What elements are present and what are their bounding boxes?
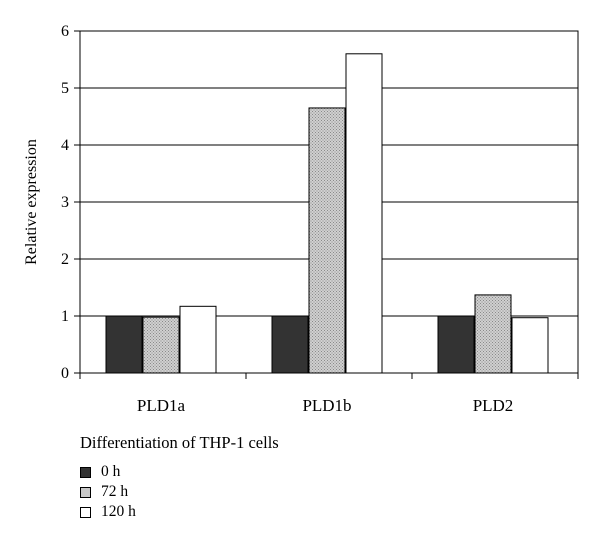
y-tick-labels: 0 1 2 3 4 5 6 — [61, 23, 69, 382]
legend-swatch — [80, 466, 91, 478]
x-category-label: PLD2 — [473, 396, 514, 415]
legend-item: 0 h — [80, 462, 136, 482]
bar-pld2-72h — [474, 294, 512, 374]
y-tick-label: 0 — [61, 365, 69, 382]
legend-label: 0 h — [101, 463, 121, 480]
bar-pld1a-72h — [142, 316, 180, 374]
bar-pld1b-72h — [308, 107, 346, 374]
bar-pld1a-0h — [105, 315, 143, 374]
y-tick-label: 1 — [61, 308, 69, 325]
bars — [105, 53, 549, 374]
legend-swatch — [80, 486, 91, 498]
legend-item: 120 h — [80, 502, 136, 522]
bar-pld1a-120h — [179, 305, 217, 374]
legend-title: Differentiation of THP-1 cells — [80, 433, 279, 452]
x-category-labels: PLD1a PLD1b PLD2 — [137, 396, 513, 415]
legend: 0 h 72 h 120 h — [80, 462, 136, 522]
bar-pld1b-0h — [271, 315, 309, 374]
bar-pld2-0h — [437, 315, 475, 374]
x-category-label: PLD1a — [137, 396, 186, 415]
x-category-label: PLD1b — [302, 396, 351, 415]
bar-pld1b-120h — [345, 53, 383, 374]
legend-label: 72 h — [101, 483, 129, 500]
axes — [74, 30, 579, 379]
legend-item: 72 h — [80, 482, 136, 502]
y-tick-label: 6 — [61, 23, 69, 40]
y-tick-label: 4 — [61, 137, 69, 154]
legend-label: 120 h — [101, 503, 136, 520]
y-tick-label: 5 — [61, 80, 69, 97]
y-tick-label: 2 — [61, 251, 69, 268]
bar-chart: 0 1 2 3 4 5 6 PLD1a PLD1b PLD2 Relative expressi… — [23, 23, 579, 415]
y-tick-label: 3 — [61, 194, 69, 211]
legend-swatch — [80, 506, 91, 518]
y-axis-title: Relative expression — [23, 139, 40, 265]
bar-pld2-120h — [511, 317, 549, 374]
